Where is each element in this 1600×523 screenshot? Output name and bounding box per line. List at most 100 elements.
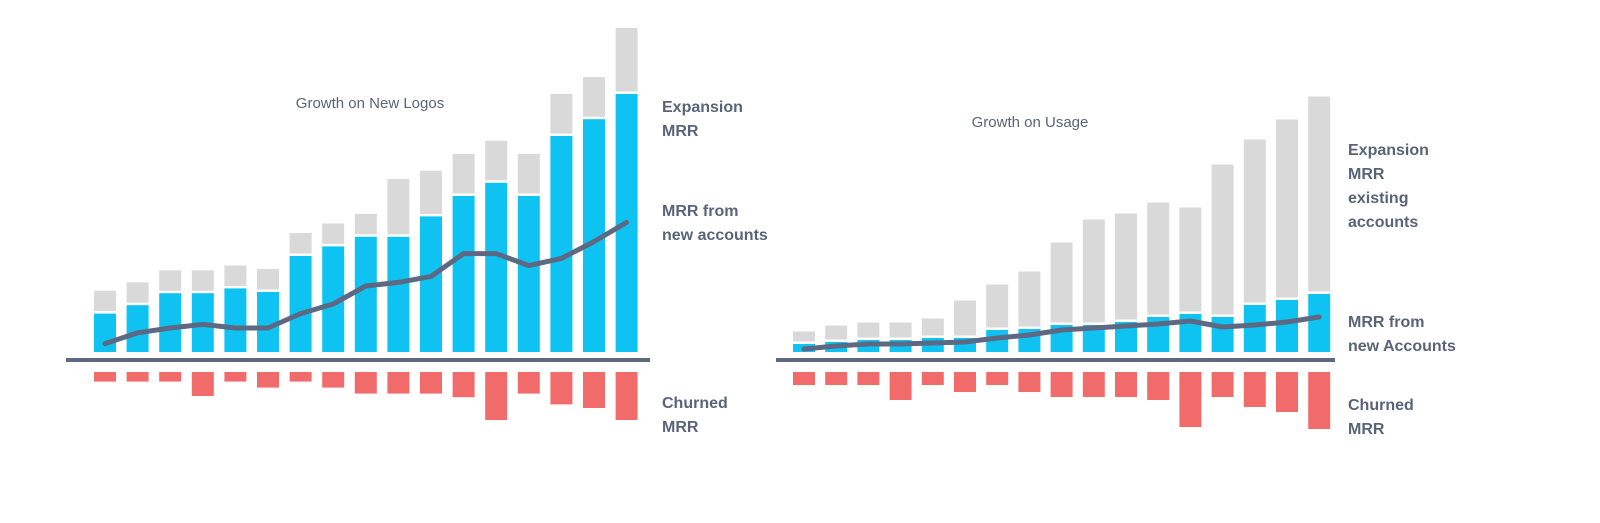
bar-expansion-2-16: [1276, 119, 1298, 298]
bar-churn-2-2: [825, 372, 848, 385]
bar-new-1-2: [126, 305, 149, 352]
bar-expansion-1-17: [615, 27, 638, 92]
bar-churn-2-9: [1050, 372, 1073, 397]
bar-churn-2-3: [857, 372, 880, 385]
series-label-line: existing: [1348, 190, 1408, 207]
bar-new-1-10: [387, 236, 410, 352]
bar-new-1-3: [159, 293, 182, 352]
series-label-line: MRR from: [662, 203, 738, 220]
series-label-line: Expansion: [662, 99, 743, 116]
bar-churn-1-14: [517, 372, 540, 394]
bar-churn-1-5: [224, 372, 247, 382]
series-label-line: MRR: [662, 123, 699, 140]
bar-new-1-1: [94, 313, 116, 352]
bar-expansion-2-3: [857, 322, 880, 338]
series-label-churn-1: Churned MRR: [662, 395, 728, 436]
bar-churn-1-4: [191, 372, 214, 396]
series-label-line: new Accounts: [1348, 338, 1456, 355]
bar-expansion-1-6: [257, 269, 279, 290]
bar-expansion-2-4: [889, 322, 912, 338]
bar-churn-1-6: [257, 372, 279, 388]
series-label-line: Expansion: [1348, 142, 1429, 159]
series-label-new-2: MRR from new Accounts: [1348, 314, 1456, 355]
bar-expansion-1-5: [224, 265, 247, 286]
bar-churn-2-13: [1179, 372, 1202, 427]
bar-expansion-2-17: [1308, 96, 1331, 292]
bar-churn-2-15: [1243, 372, 1266, 407]
bar-churn-1-1: [94, 372, 116, 382]
bar-churn-2-8: [1018, 372, 1041, 392]
bar-expansion-2-1: [793, 331, 815, 342]
series-label-churn-2: Churned MRR: [1348, 397, 1414, 438]
bar-new-2-15: [1243, 305, 1266, 352]
bar-expansion-2-9: [1050, 242, 1073, 323]
bar-expansion-1-9: [354, 213, 377, 235]
bar-churn-2-10: [1082, 372, 1105, 397]
bar-new-2-10: [1082, 325, 1105, 352]
bar-churn-1-15: [550, 372, 573, 405]
bar-new-2-14: [1211, 317, 1234, 352]
bar-expansion-2-14: [1211, 164, 1234, 315]
bar-new-1-9: [354, 236, 377, 352]
bar-expansion-2-2: [825, 325, 848, 340]
bar-churn-2-14: [1211, 372, 1234, 397]
series-label-expansion-2: Expansion MRR existing accounts: [1348, 142, 1429, 231]
bar-expansion-1-4: [191, 270, 214, 291]
bar-new-2-11: [1115, 322, 1137, 352]
bar-churn-2-4: [889, 372, 912, 400]
series-label-line: MRR: [1348, 421, 1385, 438]
bar-expansion-1-7: [289, 233, 312, 254]
bar-new-1-5: [224, 288, 247, 352]
series-label-line: new accounts: [662, 227, 768, 244]
series-label-line: Churned: [1348, 397, 1414, 414]
bar-new-1-16: [583, 119, 605, 352]
bar-expansion-2-8: [1018, 271, 1041, 327]
trend-line-1: [102, 219, 630, 347]
series-label-line: MRR from: [1348, 314, 1424, 331]
bar-expansion-2-5: [921, 318, 944, 336]
trend-line-2: [801, 314, 1322, 352]
bar-churn-1-8: [322, 372, 345, 388]
series-label-line: MRR: [662, 419, 699, 436]
bar-churn-1-17: [615, 372, 638, 420]
bar-new-1-7: [289, 256, 312, 352]
bar-expansion-1-12: [452, 153, 475, 194]
bar-churn-1-9: [354, 372, 377, 394]
bar-expansion-1-15: [550, 93, 573, 134]
bar-expansion-2-12: [1147, 202, 1170, 315]
bar-churn-1-13: [485, 372, 508, 420]
bar-expansion-1-11: [420, 170, 442, 214]
bar-expansion-2-13: [1179, 207, 1202, 312]
series-label-new-1: MRR from new accounts: [662, 203, 768, 244]
bar-churn-1-16: [583, 372, 605, 408]
bar-churn-1-10: [387, 372, 410, 394]
bar-new-1-8: [322, 246, 345, 352]
bar-churn-1-7: [289, 372, 312, 382]
chart-title-1: Growth on New Logos: [296, 95, 444, 112]
bar-expansion-2-15: [1243, 139, 1266, 303]
series-label-line: accounts: [1348, 214, 1418, 231]
bar-new-1-15: [550, 136, 573, 352]
bar-expansion-1-14: [517, 153, 540, 194]
series-label-expansion-1: Expansion MRR: [662, 99, 743, 140]
bar-expansion-1-10: [387, 179, 410, 235]
bar-churn-1-3: [159, 372, 182, 382]
bar-churn-2-5: [921, 372, 944, 385]
bar-churn-2-11: [1115, 372, 1137, 397]
bar-new-1-12: [452, 196, 475, 352]
bar-churn-1-11: [420, 372, 442, 394]
bar-churn-1-12: [452, 372, 475, 398]
bar-new-1-11: [420, 216, 442, 352]
bar-expansion-2-11: [1115, 213, 1137, 320]
bar-expansion-1-13: [485, 140, 508, 181]
bar-expansion-2-6: [954, 300, 976, 336]
bar-churn-2-6: [954, 372, 976, 392]
bar-churn-2-7: [986, 372, 1009, 385]
bar-expansion-1-16: [583, 77, 605, 117]
series-label-line: Churned: [662, 395, 728, 412]
bar-expansion-2-10: [1082, 219, 1105, 323]
bar-new-1-13: [485, 182, 508, 352]
bar-expansion-2-7: [986, 284, 1009, 328]
